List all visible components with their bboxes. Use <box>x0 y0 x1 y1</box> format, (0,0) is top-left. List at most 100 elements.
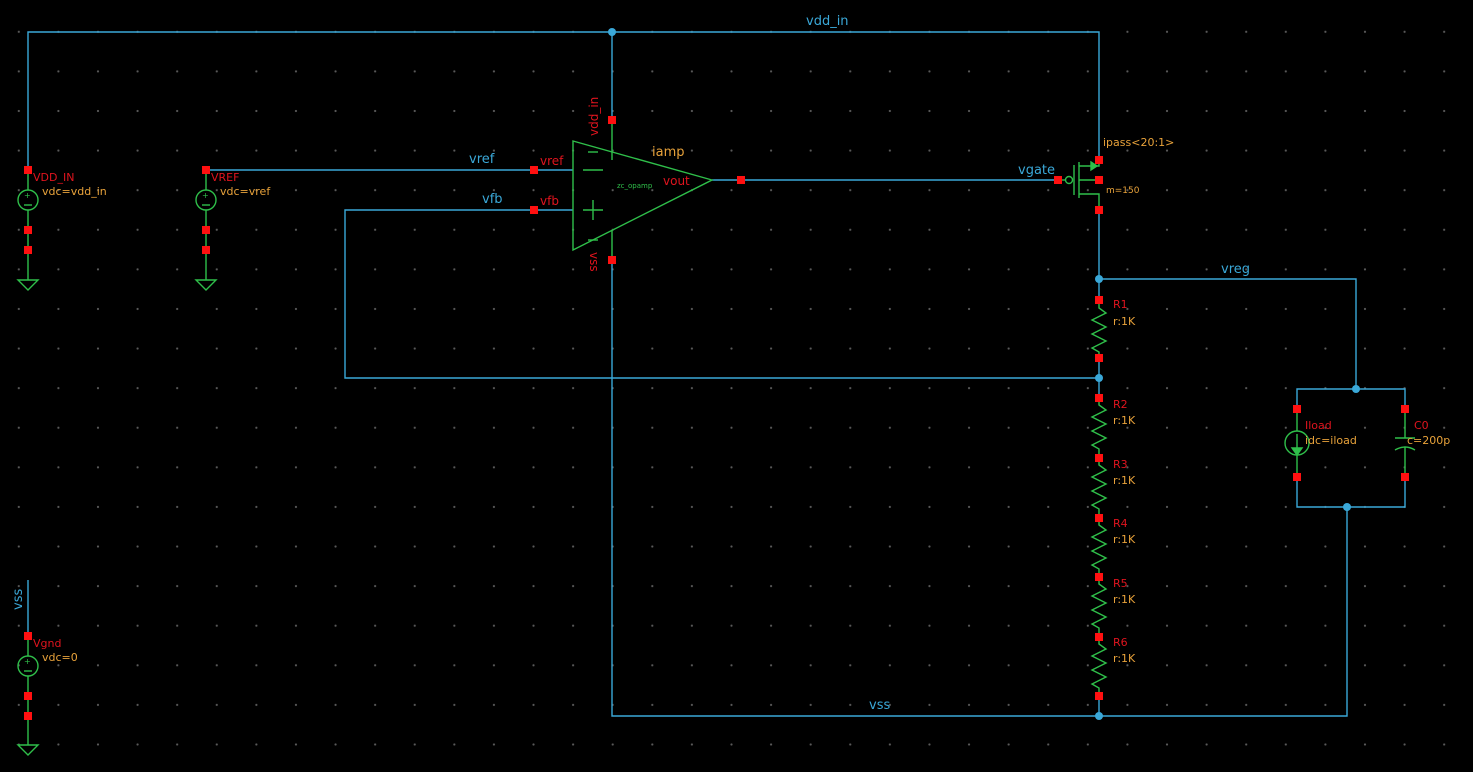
pin[interactable] <box>1095 692 1103 700</box>
opamp-symbol[interactable] <box>572 120 714 260</box>
load-labels: Iload idc=iload C0 c=200p <box>1305 419 1450 447</box>
resistor-value: r:1K <box>1113 533 1136 546</box>
resistor-r4[interactable] <box>1090 518 1108 577</box>
wire-load-top[interactable] <box>1296 388 1406 409</box>
resistor-value: r:1K <box>1113 474 1136 487</box>
source-param-vdd_in: vdc=vdd_in <box>42 185 107 198</box>
net-label-vref[interactable]: vref <box>469 152 495 167</box>
pin[interactable] <box>24 692 32 700</box>
plus-sign: + <box>24 191 31 200</box>
pin-pmos-drain[interactable] <box>1095 206 1103 214</box>
source-name-vgnd: Vgnd <box>33 637 61 650</box>
vgnd-source-symbol[interactable]: + <box>16 636 40 756</box>
resistor-zigzag[interactable] <box>1090 300 1108 358</box>
net-label-vreg[interactable]: vreg <box>1221 262 1250 277</box>
wire-vfb-loop[interactable] <box>344 209 1099 379</box>
opamp-instance-name: iamp <box>652 145 685 160</box>
net-labels[interactable]: vdd_in vref vfb vgate vreg vss vss <box>11 14 1250 713</box>
source-param-vref: vdc=vref <box>220 185 271 198</box>
source-name-vref: VREF <box>211 171 239 184</box>
pin[interactable] <box>1095 354 1103 362</box>
iload-param: idc=iload <box>1305 434 1357 447</box>
pmos-multiplier: m=150 <box>1106 186 1140 196</box>
resistor-zigzag[interactable] <box>1090 637 1108 696</box>
resistor-name: R2 <box>1113 398 1128 411</box>
load-capacitor-symbol[interactable] <box>1394 409 1416 477</box>
resistor-r2[interactable] <box>1090 398 1108 458</box>
pin[interactable] <box>24 712 32 720</box>
pin-pmos-body[interactable] <box>1095 176 1103 184</box>
pins[interactable] <box>24 116 1409 720</box>
resistor-labels: R1 r:1K R2 r:1K R3 r:1K R4 r:1K R5 r:1K … <box>1113 298 1136 665</box>
pass-transistor-labels: ipass<20:1> m=150 <box>1103 136 1174 196</box>
junction-dot <box>1352 385 1360 393</box>
pin[interactable] <box>1095 394 1103 402</box>
opamp-cell-name: zc_opamp <box>617 182 653 190</box>
net-label-vss-stub[interactable]: vss <box>11 589 26 610</box>
pin[interactable] <box>24 166 32 174</box>
pin[interactable] <box>1293 405 1301 413</box>
resistor-r3[interactable] <box>1090 458 1108 518</box>
junction-dot <box>1095 712 1103 720</box>
opamp-pin-label-vfb: vfb <box>540 194 559 208</box>
junction-dot <box>1343 503 1351 511</box>
pin[interactable] <box>1095 514 1103 522</box>
pin-opamp-vfb[interactable] <box>530 206 538 214</box>
resistor-zigzag[interactable] <box>1090 518 1108 577</box>
pass-transistor-symbol[interactable] <box>1058 160 1100 210</box>
wire-vreg[interactable] <box>1099 278 1357 389</box>
plus-sign: + <box>24 657 31 666</box>
wire-load-bottom[interactable] <box>1296 477 1406 508</box>
pin[interactable] <box>202 246 210 254</box>
pmos-gate-bubble <box>1064 175 1074 185</box>
junctions <box>608 28 1360 720</box>
plus-sign: + <box>202 191 209 200</box>
wire-vss-bottom[interactable] <box>611 260 1348 717</box>
pin-pmos-gate[interactable] <box>1054 176 1062 184</box>
opamp-triangle[interactable] <box>572 140 714 252</box>
pin[interactable] <box>1401 473 1409 481</box>
pin[interactable] <box>202 226 210 234</box>
pin[interactable] <box>24 226 32 234</box>
resistor-name: R3 <box>1113 458 1128 471</box>
pin[interactable] <box>1095 296 1103 304</box>
pmos-instance-name: ipass<20:1> <box>1103 136 1174 149</box>
pin[interactable] <box>24 246 32 254</box>
pin[interactable] <box>1095 573 1103 581</box>
net-label-vss[interactable]: vss <box>869 698 890 713</box>
pin-opamp-vss[interactable] <box>608 256 616 264</box>
pin[interactable] <box>1095 454 1103 462</box>
wires[interactable] <box>27 31 1406 717</box>
resistor-r1[interactable] <box>1090 300 1108 358</box>
ground-icon <box>194 279 218 291</box>
opamp-pin-label-vss: vss <box>587 252 601 272</box>
wire-vdd_in-top[interactable] <box>27 31 1100 170</box>
ground-icon <box>16 279 40 291</box>
opamp-pin-label-vdd: vdd_in <box>587 97 601 136</box>
resistor-zigzag[interactable] <box>1090 398 1108 458</box>
pin-opamp-vref[interactable] <box>530 166 538 174</box>
pin-pmos-source[interactable] <box>1095 156 1103 164</box>
pin-opamp-vout[interactable] <box>737 176 745 184</box>
resistor-name: R5 <box>1113 577 1128 590</box>
junction-dot <box>608 28 616 36</box>
pin[interactable] <box>24 632 32 640</box>
vref-source-symbol[interactable]: + <box>194 170 218 291</box>
resistor-r5[interactable] <box>1090 577 1108 637</box>
resistor-r6[interactable] <box>1090 637 1108 696</box>
resistor-value: r:1K <box>1113 652 1136 665</box>
resistor-zigzag[interactable] <box>1090 577 1108 637</box>
pin[interactable] <box>1095 633 1103 641</box>
source-name-vdd_in: VDD_IN <box>33 171 74 184</box>
pin[interactable] <box>202 166 210 174</box>
net-label-vdd_in[interactable]: vdd_in <box>806 14 849 29</box>
pin-opamp-vdd[interactable] <box>608 116 616 124</box>
pin[interactable] <box>1293 473 1301 481</box>
resistor-zigzag[interactable] <box>1090 458 1108 518</box>
ground-icon <box>16 744 40 756</box>
net-label-vgate[interactable]: vgate <box>1018 163 1055 178</box>
net-label-vfb[interactable]: vfb <box>482 192 503 207</box>
pin[interactable] <box>1401 405 1409 413</box>
